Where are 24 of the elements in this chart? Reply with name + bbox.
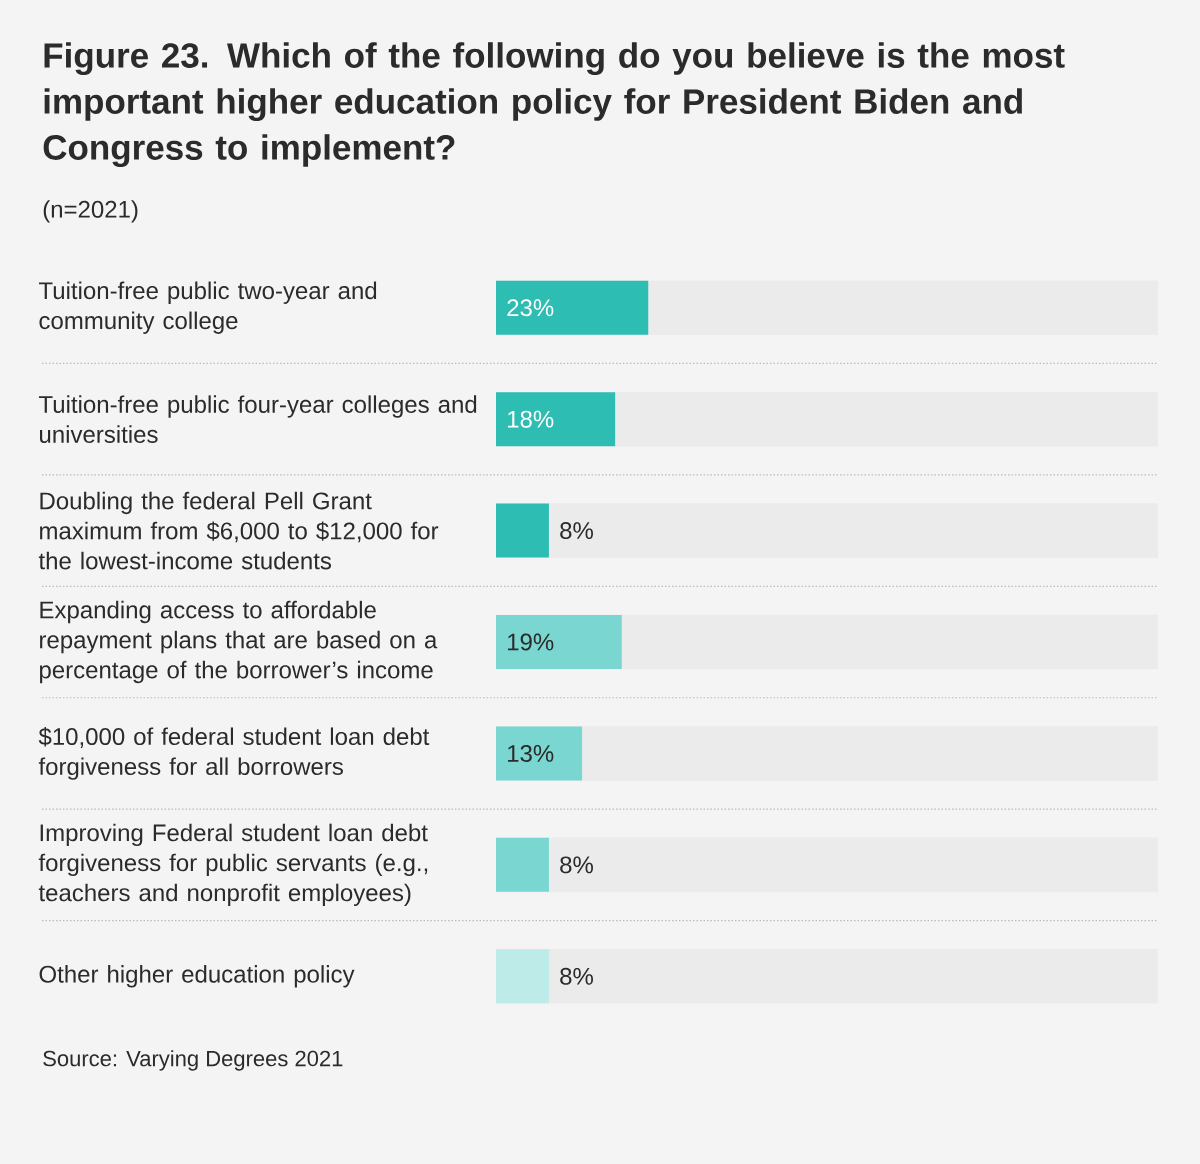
data-label: 18% <box>508 410 554 428</box>
data-label: 13% <box>508 744 554 762</box>
y-tick-label: Improving Federal student loan debt forgiveness for public servants (e.g., teachers and nonprofit employees) <box>38 823 428 907</box>
bar <box>496 503 549 558</box>
bar <box>496 949 549 1004</box>
y-tick-label: Tuition-free public four-year colleges and universities <box>39 395 477 443</box>
bar <box>496 615 622 670</box>
data-label: 19% <box>508 633 554 651</box>
bar <box>496 280 649 335</box>
y-tick-label: $10,000 of federal student loan debt forgiveness for all borrowers <box>38 727 430 780</box>
y-tick-label: Doubling the federal Pell Grant maximum from $6,000 to $12,000 for the lowest-income students <box>38 491 439 570</box>
chart-title: Figure 23. Which of the following do you believe is the most important higher education policy for President Biden and Congress to implement? <box>43 42 1065 167</box>
data-label: 8% <box>560 967 593 985</box>
data-label: 8% <box>560 856 593 874</box>
bar <box>496 392 616 447</box>
y-tick-label: Expanding access to affordable repayment plans that are based on a percentage of the borrower’s income <box>40 600 438 684</box>
y-tick-label: Other higher education policy <box>39 965 355 988</box>
data-label: 8% <box>560 522 593 540</box>
data-label: 23% <box>507 299 554 317</box>
text: (n=2021) <box>43 200 138 223</box>
bar <box>496 726 583 781</box>
y-tick-label: Tuition-free public two-year and community college <box>39 281 377 334</box>
source-note: Source: Varying Degrees 2021 <box>43 1050 343 1071</box>
bar <box>496 837 549 892</box>
